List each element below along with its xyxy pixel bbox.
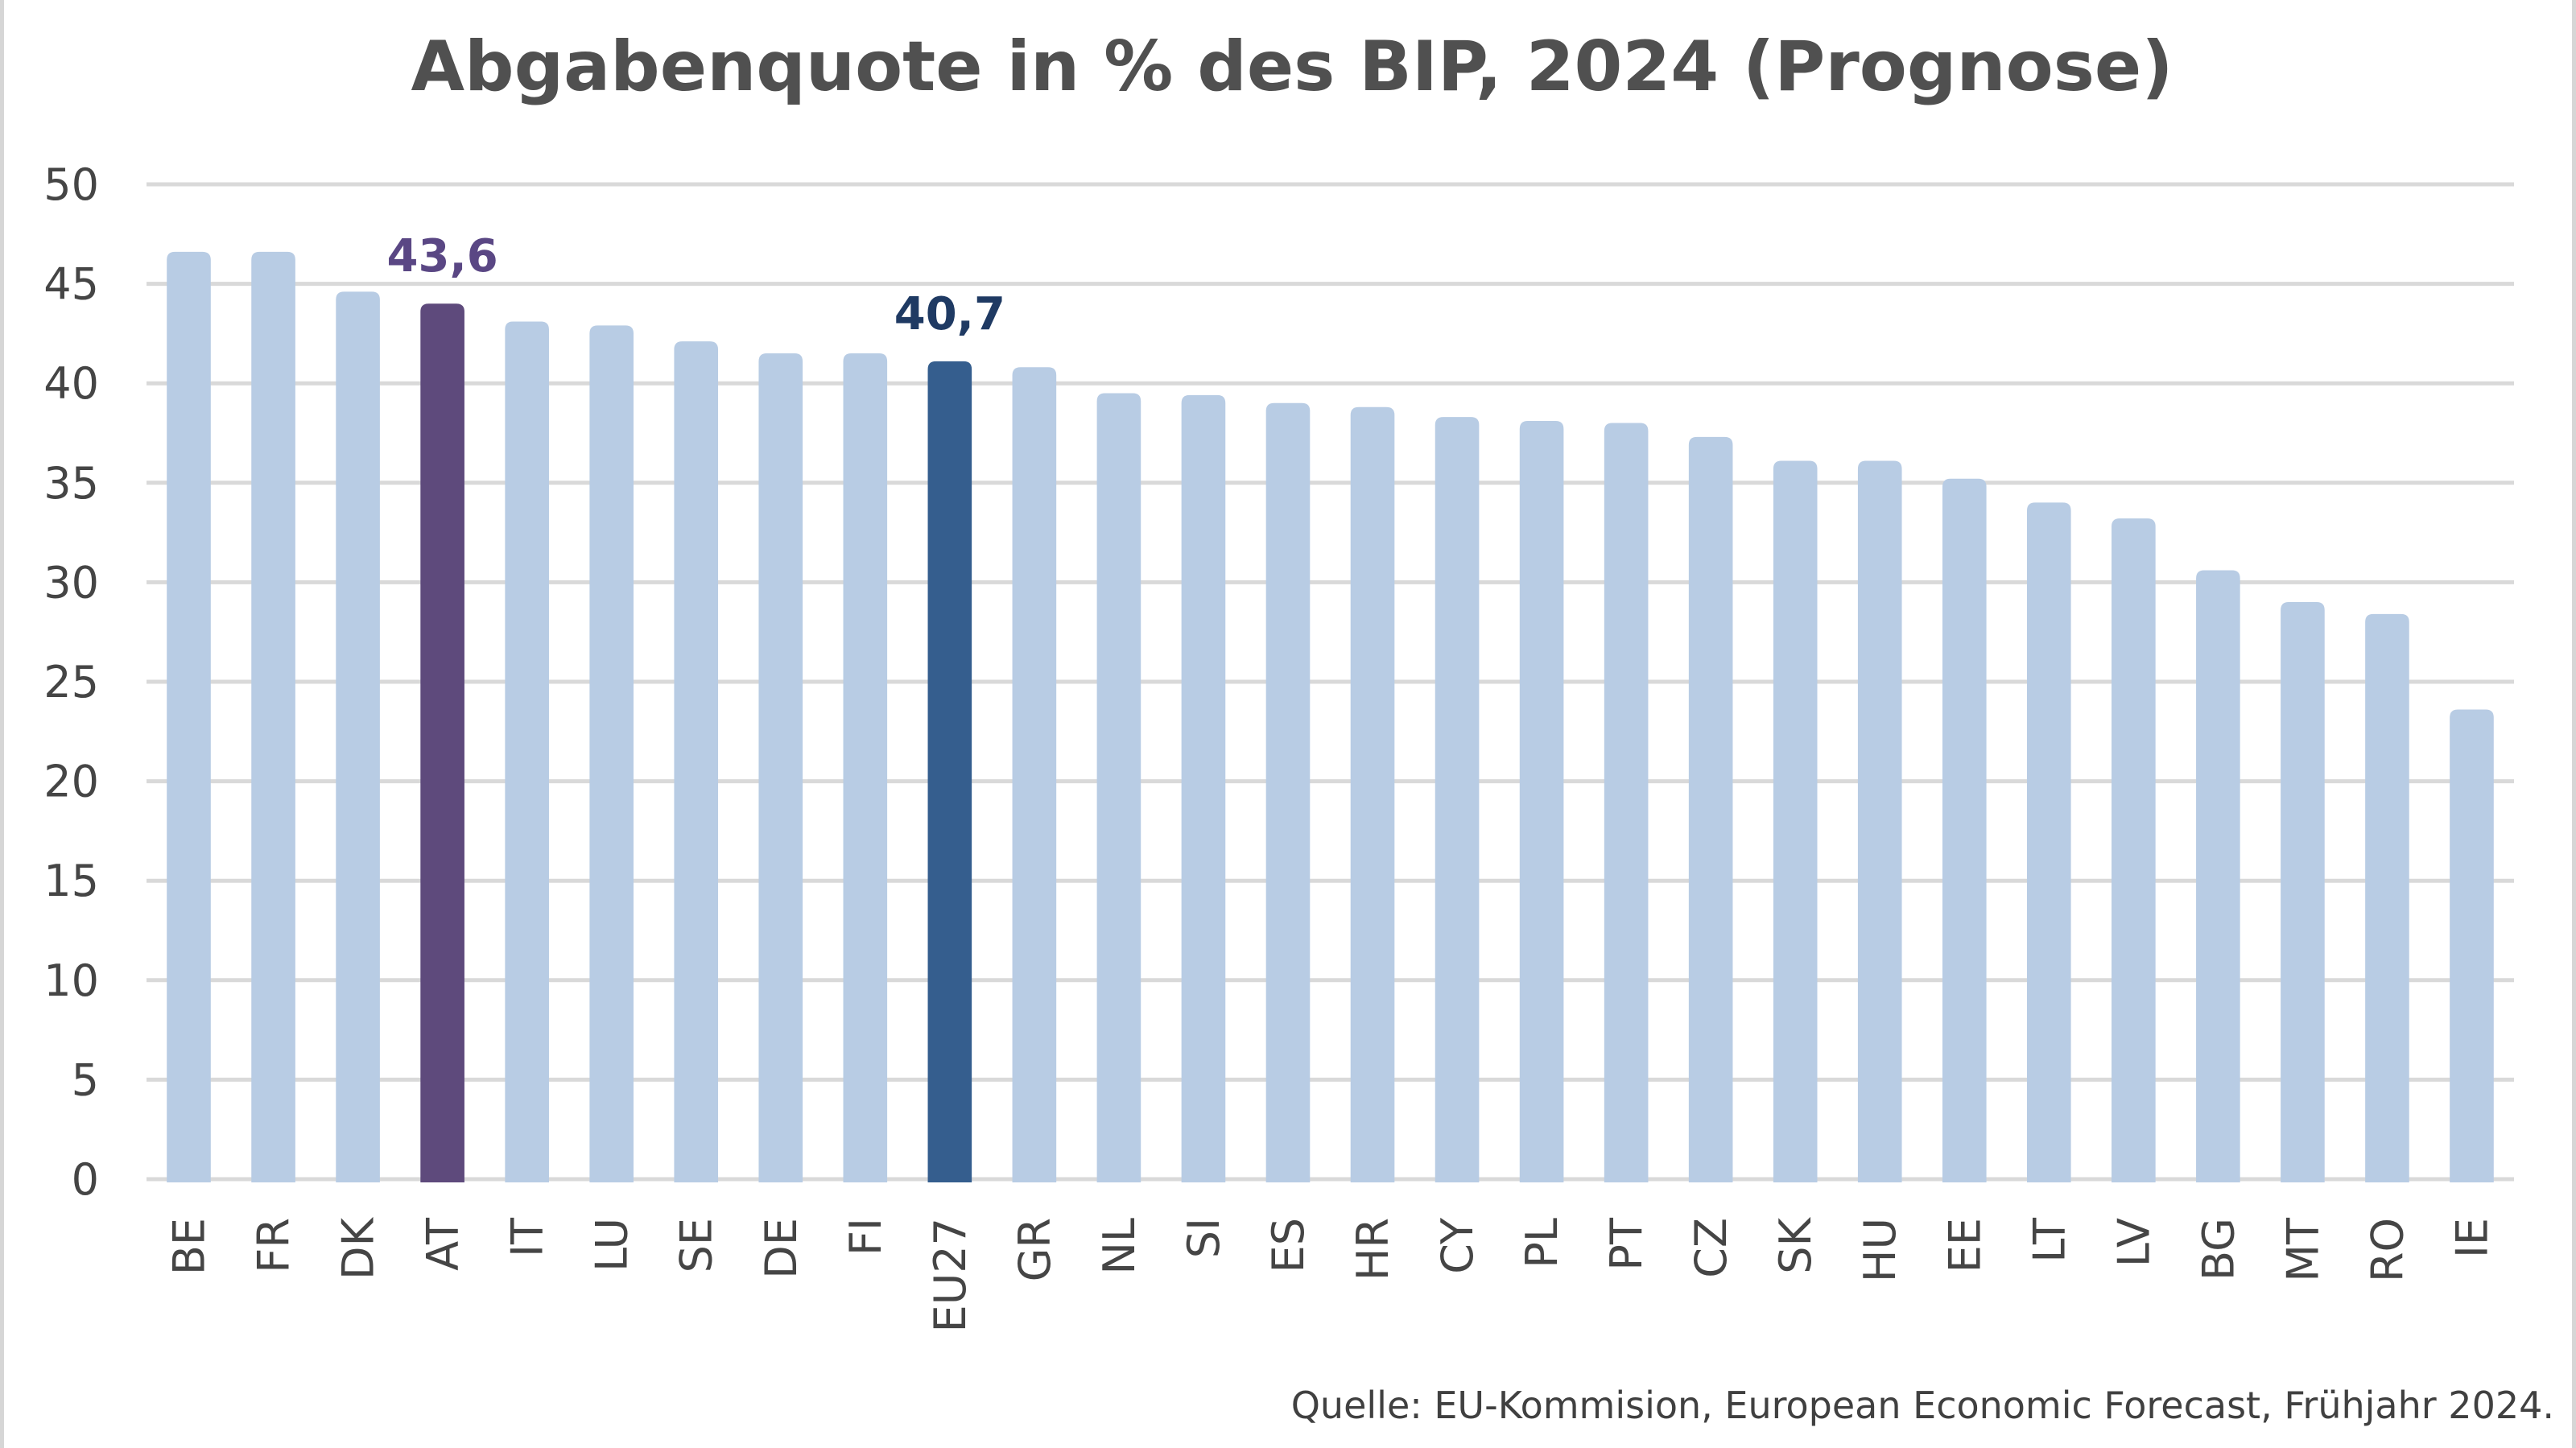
bar-cz (1688, 436, 1733, 1182)
x-tick-label: IT (502, 1217, 553, 1257)
bar-ro (2365, 613, 2409, 1182)
x-tick-label: LT (2024, 1217, 2074, 1263)
gridlines (147, 182, 2514, 1182)
bar-chart: Abgabenquote in % des BIP, 2024 (Prognos… (43, 27, 2554, 1427)
bars (167, 251, 2494, 1183)
x-tick-label: HR (1348, 1218, 1398, 1281)
bar-bg (2196, 570, 2240, 1182)
y-tick-label: 20 (43, 757, 99, 807)
bar-ee (1942, 478, 1987, 1182)
x-tick-label: FI (840, 1218, 891, 1256)
bar-sk (1773, 460, 1818, 1182)
x-tick-label: LV (2108, 1218, 2159, 1267)
x-tick-label: RO (2362, 1218, 2413, 1282)
x-tick-label: EU27 (925, 1218, 976, 1332)
bar-fi (843, 353, 888, 1182)
x-tick-label: SK (1770, 1216, 1821, 1273)
x-tick-label: LU (587, 1218, 638, 1272)
y-tick-label: 35 (43, 458, 99, 509)
bar-se (674, 341, 719, 1182)
y-tick-label: 10 (43, 955, 99, 1006)
bar-it (505, 321, 549, 1182)
x-tick-label: HU (1855, 1218, 1905, 1282)
x-tick-label: IE (2446, 1218, 2497, 1258)
chart-title: Abgabenquote in % des BIP, 2024 (Prognos… (411, 27, 2173, 107)
y-tick-label: 40 (43, 358, 99, 409)
y-tick-label: 25 (43, 657, 99, 707)
bar-cy (1435, 417, 1480, 1182)
bar-at (420, 303, 464, 1182)
bar-lt (2026, 502, 2071, 1182)
bar-dk (336, 291, 380, 1183)
bar-lv (2112, 518, 2156, 1182)
x-tick-label: GR (1009, 1218, 1060, 1281)
x-tick-label: BE (164, 1218, 215, 1275)
bar-lu (589, 325, 634, 1182)
bar-hu (1857, 460, 1902, 1182)
x-tick-label: PT (1601, 1217, 1652, 1271)
x-axis-ticks: BE FR DK AT IT LU SE DE FI EU27 GR NL SI ES HR CY PL PT CZ… (164, 1216, 2498, 1332)
x-tick-label: NL (1094, 1218, 1145, 1274)
x-tick-label: BG (2193, 1218, 2244, 1281)
x-tick-label: SI (1179, 1218, 1229, 1258)
x-tick-label: EE (1939, 1218, 1990, 1273)
bar-pt (1604, 423, 1649, 1182)
x-tick-label: CZ (1686, 1218, 1736, 1278)
bar-de (758, 353, 803, 1182)
x-tick-label: CY (1432, 1217, 1483, 1274)
bar-eu27 (927, 361, 972, 1182)
bar-si (1181, 394, 1226, 1182)
x-tick-label: DE (756, 1218, 807, 1279)
bar-es (1265, 402, 1311, 1183)
data-label-at: 43,6 (387, 230, 498, 283)
bar-pl (1519, 421, 1564, 1182)
bar-hr (1350, 406, 1395, 1182)
x-tick-label: AT (418, 1217, 469, 1271)
data-label-eu27: 40,7 (894, 288, 1005, 340)
x-tick-label: ES (1263, 1218, 1314, 1273)
x-tick-label: SE (671, 1218, 722, 1273)
source-note: Quelle: EU-Kommision, European Economic … (1291, 1384, 2554, 1427)
y-tick-label: 5 (72, 1054, 99, 1105)
x-tick-label: DK (333, 1216, 384, 1280)
bar-fr (251, 251, 295, 1182)
y-axis-ticks: 0 5 10 15 20 25 30 35 40 45 50 (43, 159, 99, 1205)
bar-mt (2281, 602, 2325, 1182)
x-tick-label: MT (2277, 1217, 2328, 1282)
y-tick-label: 50 (43, 159, 99, 210)
x-tick-label: FR (249, 1218, 299, 1273)
y-tick-label: 0 (72, 1154, 99, 1205)
y-tick-label: 15 (43, 856, 99, 906)
y-tick-label: 30 (43, 557, 99, 608)
y-tick-label: 45 (43, 259, 99, 310)
bar-gr (1012, 367, 1057, 1182)
x-tick-label: PL (1517, 1218, 1567, 1269)
bar-ie (2450, 709, 2494, 1182)
data-labels: 43,6 40,7 (387, 230, 1005, 340)
bar-be (167, 251, 211, 1182)
bar-nl (1096, 393, 1141, 1182)
